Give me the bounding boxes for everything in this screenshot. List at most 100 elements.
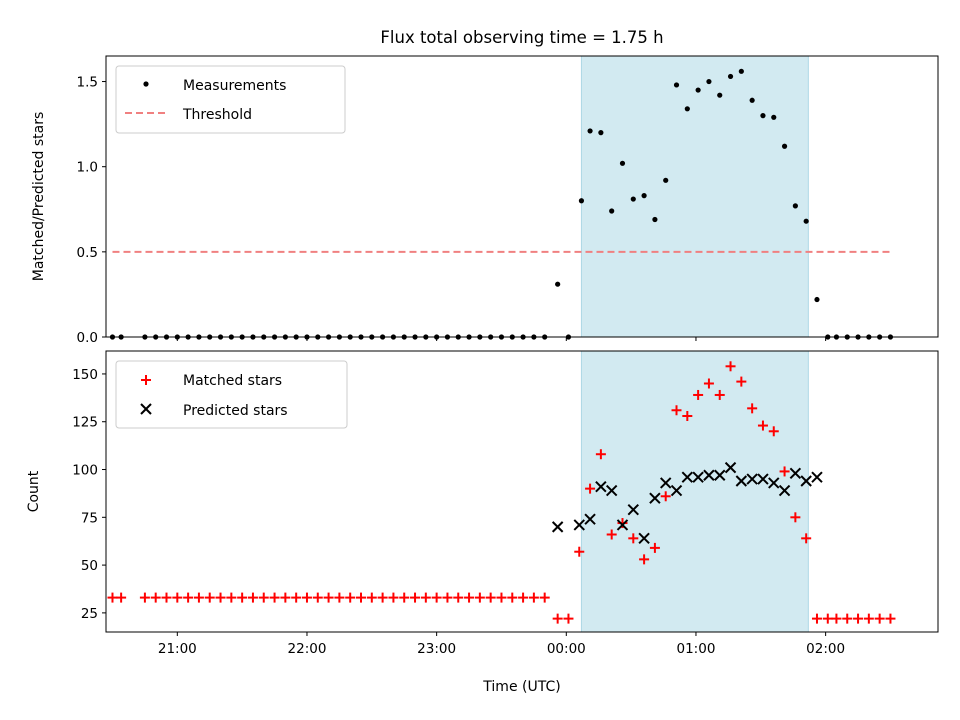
measurement-point bbox=[598, 130, 604, 136]
measurement-point bbox=[641, 193, 647, 199]
measurement-point bbox=[814, 296, 820, 303]
matched-star-point bbox=[442, 592, 453, 603]
matched-star-point bbox=[453, 592, 464, 603]
legend-predicted-stars-marker bbox=[140, 403, 152, 415]
matched-star-point bbox=[563, 613, 574, 624]
matched-star-point bbox=[822, 613, 833, 624]
matched-star-point bbox=[204, 592, 215, 603]
bottom-y-tick-label: 75 bbox=[81, 510, 98, 526]
matched-star-point bbox=[139, 592, 150, 603]
matched-star-point bbox=[150, 592, 161, 603]
matched-star-point bbox=[215, 592, 226, 603]
matched-star-point bbox=[193, 592, 204, 603]
bottom-panel-ticks: 25 50 75 100 125 150 21:00 22:00 23:00 00:00 01:00… bbox=[72, 367, 845, 657]
legend-plus-glyph bbox=[141, 375, 151, 385]
predicted-star-point bbox=[692, 471, 704, 483]
predicted-star-point bbox=[551, 521, 564, 533]
predicted-star-point bbox=[605, 484, 618, 497]
predicted-star-point bbox=[778, 484, 791, 497]
matched-star-point bbox=[639, 554, 650, 565]
matched-star-point bbox=[247, 592, 258, 603]
matched-star-point bbox=[258, 592, 269, 603]
matched-star-point bbox=[183, 592, 194, 603]
predicted-star-point bbox=[573, 519, 585, 531]
predicted-star-point bbox=[746, 473, 758, 485]
top-observing-window-shade bbox=[580, 55, 809, 338]
top-y-tick-label: 0.0 bbox=[77, 330, 98, 346]
top-y-tick-label: 1.0 bbox=[77, 160, 98, 176]
predicted-star-point bbox=[724, 461, 737, 474]
measurement-point bbox=[717, 92, 723, 98]
bottom-panel-legend: Matched stars Predicted stars bbox=[115, 360, 348, 429]
bottom-panel-y-axis-label: Count bbox=[26, 470, 42, 512]
matched-star-point bbox=[811, 613, 822, 624]
matched-star-point bbox=[334, 592, 345, 603]
legend-threshold-label: Threshold bbox=[182, 107, 252, 123]
predicted-star-point bbox=[660, 477, 672, 489]
matched-star-point bbox=[291, 592, 302, 603]
matched-star-point bbox=[757, 420, 768, 431]
measurement-point bbox=[652, 216, 658, 223]
matched-star-point bbox=[280, 592, 291, 603]
matched-star-point bbox=[116, 592, 127, 603]
x-tick-label: 21:00 bbox=[158, 641, 197, 657]
matched-star-point bbox=[312, 592, 323, 603]
predicted-star-point bbox=[789, 467, 802, 480]
matched-star-point bbox=[595, 449, 606, 460]
matched-star-point bbox=[768, 426, 779, 437]
x-tick-label: 02:00 bbox=[806, 641, 845, 657]
bottom-y-tick-label: 100 bbox=[72, 463, 98, 479]
x-tick-label: 00:00 bbox=[547, 641, 586, 657]
matched-star-point bbox=[388, 592, 399, 603]
legend-matched-stars-marker bbox=[141, 375, 151, 385]
measurement-point bbox=[749, 97, 755, 103]
measurement-point bbox=[673, 82, 680, 88]
matched-star-point bbox=[237, 592, 248, 603]
predicted-star-point bbox=[638, 532, 650, 545]
measurement-point bbox=[738, 68, 744, 74]
matched-star-point bbox=[801, 533, 812, 544]
matched-star-point bbox=[552, 613, 563, 624]
matched-star-point bbox=[885, 613, 896, 624]
measurement-point bbox=[760, 113, 766, 119]
matched-star-point bbox=[725, 361, 736, 372]
matched-star-point bbox=[790, 512, 801, 523]
matched-star-point bbox=[874, 613, 885, 624]
measurement-point bbox=[578, 198, 585, 204]
matched-star-point bbox=[399, 592, 410, 603]
measurement-point bbox=[587, 128, 593, 134]
bottom-legend-box bbox=[115, 360, 348, 429]
predicted-star-point bbox=[616, 519, 629, 531]
matched-star-point bbox=[366, 592, 377, 603]
matched-star-point bbox=[269, 592, 280, 603]
measurement-point bbox=[609, 208, 615, 214]
matched-star-point bbox=[660, 491, 671, 502]
matched-star-point bbox=[736, 376, 747, 387]
bottom-y-tick-label: 50 bbox=[81, 558, 98, 574]
legend-matched-stars-label: Matched stars bbox=[183, 373, 282, 389]
measurement-point bbox=[555, 281, 561, 287]
predicted-stars-series bbox=[551, 461, 823, 545]
matched-star-point bbox=[518, 592, 529, 603]
top-panel-ticks: 0.0 0.5 1.0 1.5 bbox=[77, 75, 827, 346]
matched-star-point bbox=[853, 613, 864, 624]
bottom-y-tick-label: 25 bbox=[81, 606, 98, 622]
predicted-star-point bbox=[703, 469, 715, 481]
matched-star-point bbox=[606, 529, 617, 540]
matched-star-point bbox=[671, 405, 682, 416]
matched-star-point bbox=[649, 542, 660, 553]
matched-star-point bbox=[485, 592, 496, 603]
matched-star-point bbox=[617, 518, 628, 529]
matched-star-point bbox=[842, 613, 853, 624]
predicted-star-point bbox=[768, 477, 780, 489]
matched-stars-series bbox=[107, 361, 896, 624]
x-tick-label: 01:00 bbox=[677, 641, 716, 657]
measurement-point bbox=[684, 106, 690, 112]
legend-measurements-marker bbox=[143, 81, 149, 87]
matched-star-point bbox=[779, 466, 790, 477]
top-panel: 0.0 0.5 1.0 1.5 Flux total observing time =… bbox=[31, 28, 939, 346]
matched-star-point bbox=[226, 592, 237, 603]
predicted-star-point bbox=[595, 481, 607, 493]
measurement-point bbox=[727, 73, 734, 80]
bottom-panel-frame bbox=[105, 350, 939, 633]
